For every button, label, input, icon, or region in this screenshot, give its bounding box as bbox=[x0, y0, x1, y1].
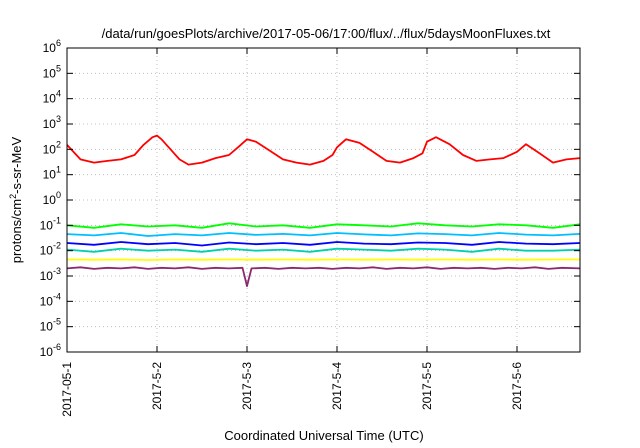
series-lines bbox=[66, 134, 581, 288]
x-tick-label: 2017-5-3 bbox=[240, 362, 254, 410]
x-tick-label: 2017-5-4 bbox=[330, 362, 344, 410]
y-tick-label: 105 bbox=[43, 63, 61, 80]
series-line-1 bbox=[66, 134, 581, 166]
y-axis-label-superscript: 2 bbox=[8, 194, 18, 199]
y-tick-label: 10-6 bbox=[40, 342, 61, 359]
series-line-6 bbox=[66, 258, 580, 261]
series-line-4 bbox=[66, 241, 581, 247]
y-tick-label: 10-4 bbox=[40, 291, 61, 308]
y-tick-label: 10-5 bbox=[40, 317, 61, 334]
y-axis-ticks: 10-6 10-5 10-4 10-3 10-2 10-1 100 101 102 103 104 1… bbox=[40, 38, 580, 359]
x-tick-label: 2017-5-2 bbox=[150, 362, 164, 410]
grid-lines bbox=[67, 48, 580, 352]
series-line-2 bbox=[66, 222, 581, 229]
y-tick-label: 100 bbox=[43, 190, 61, 207]
y-tick-label: 106 bbox=[43, 38, 61, 55]
y-tick-label: 10-3 bbox=[40, 266, 61, 283]
y-axis-label: protons/cm2-s-sr-MeV bbox=[8, 136, 24, 263]
y-tick-label: 101 bbox=[43, 165, 61, 182]
chart-title: /data/run/goesPlots/archive/2017-05-06/1… bbox=[102, 26, 551, 41]
y-tick-label: 102 bbox=[43, 139, 61, 156]
y-tick-label: 104 bbox=[43, 89, 61, 106]
series-line-3 bbox=[66, 232, 581, 237]
series-line-7 bbox=[66, 266, 581, 288]
y-tick-label: 103 bbox=[43, 114, 61, 131]
y-tick-label: 10-1 bbox=[40, 215, 61, 232]
x-axis-ticks: 2017-05-1 2017-5-2 2017-5-3 2017-5-4 2017-5-… bbox=[60, 48, 524, 417]
x-axis-label: Coordinated Universal Time (UTC) bbox=[224, 428, 423, 443]
y-tick-label: 10-2 bbox=[40, 241, 61, 258]
series-line-5 bbox=[66, 247, 581, 253]
x-tick-label: 2017-5-5 bbox=[420, 362, 434, 410]
x-tick-label: 2017-05-1 bbox=[60, 362, 74, 417]
x-tick-label: 2017-5-6 bbox=[510, 362, 524, 410]
